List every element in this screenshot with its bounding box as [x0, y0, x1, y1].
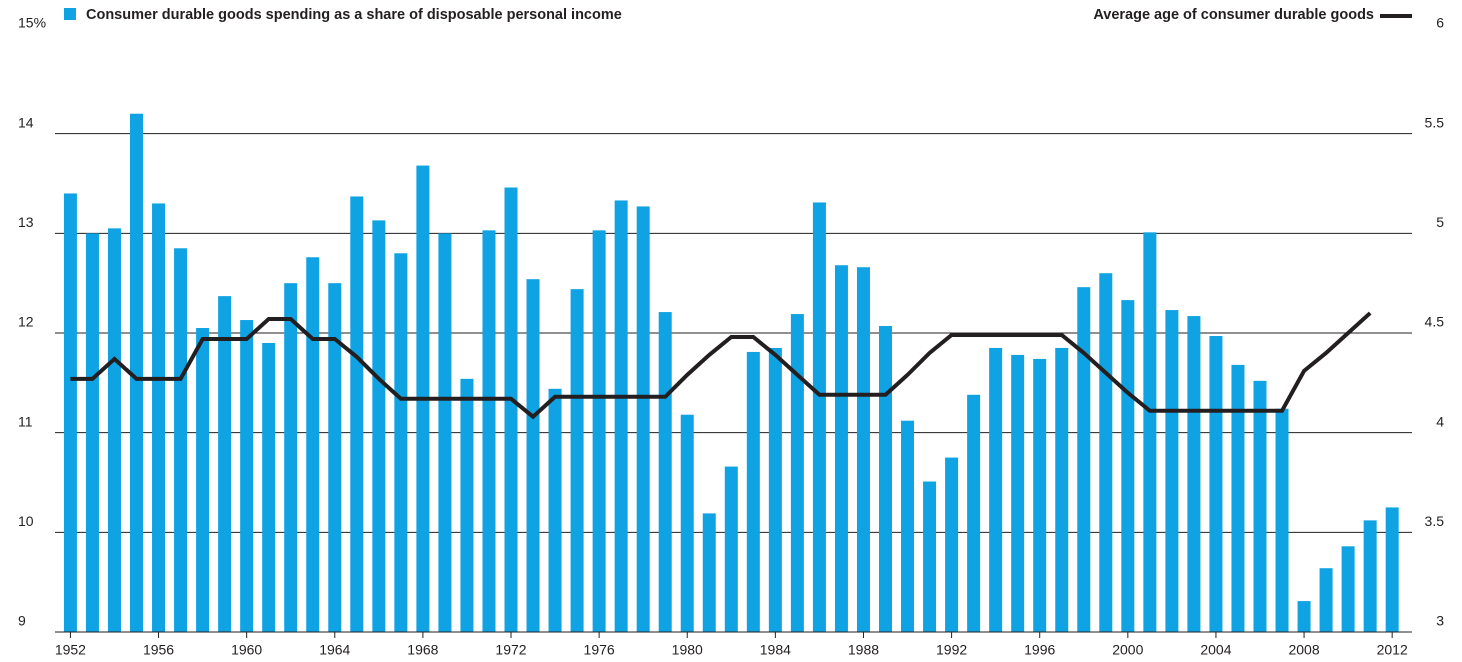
x-tick-label: 1996: [1024, 642, 1055, 658]
bar: [63, 193, 77, 632]
y2-tick-label: 4: [1436, 413, 1444, 429]
legend-swatch-bar: [64, 8, 76, 20]
y-tick-label: 12: [18, 314, 34, 330]
bar: [306, 257, 320, 632]
bar: [989, 347, 1003, 632]
bar: [724, 466, 738, 632]
bar: [262, 342, 276, 632]
bar: [130, 113, 144, 632]
bar: [614, 200, 628, 632]
bar: [1077, 287, 1091, 632]
y-tick-label: 9: [18, 613, 26, 629]
x-tick-label: 2012: [1377, 642, 1408, 658]
y-tick-label: 13: [18, 214, 34, 230]
y-tick-label: 14: [18, 114, 34, 130]
bar: [1033, 358, 1047, 632]
bar: [636, 206, 650, 632]
bar: [394, 253, 408, 632]
bar: [746, 351, 760, 632]
legend-label: Consumer durable goods spending as a sha…: [86, 7, 622, 23]
legend-label: Average age of consumer durable goods: [1093, 7, 1374, 23]
bar: [526, 279, 540, 632]
x-tick-label: 1968: [407, 642, 438, 658]
x-tick-label: 1984: [760, 642, 791, 658]
bar: [1297, 601, 1311, 632]
x-tick-label: 1976: [584, 642, 615, 658]
bar: [152, 203, 166, 632]
bar: [85, 233, 99, 633]
bar: [218, 296, 232, 632]
bar: [107, 228, 121, 632]
bar: [1253, 380, 1267, 632]
y2-tick-label: 3.5: [1425, 513, 1445, 529]
bar: [834, 265, 848, 632]
bar: [548, 388, 562, 632]
bar: [856, 267, 870, 632]
x-tick-label: 1960: [231, 642, 262, 658]
line: [70, 311, 1372, 420]
bar: [901, 420, 915, 632]
bar: [1143, 232, 1157, 632]
bar: [1011, 354, 1025, 632]
bar: [945, 457, 959, 632]
bar: [923, 481, 937, 632]
y2-tick-label: 3: [1436, 613, 1444, 629]
x-tick-label: 1952: [55, 642, 86, 658]
bar: [240, 320, 254, 632]
bar: [1121, 300, 1135, 632]
x-tick-label: 1956: [143, 642, 174, 658]
bar: [328, 283, 342, 632]
bar: [812, 202, 826, 633]
bar: [790, 314, 804, 632]
bar: [1209, 335, 1223, 632]
bar: [174, 248, 188, 633]
x-tick-label: 1964: [319, 642, 350, 658]
bar: [592, 230, 606, 633]
y2-tick-label: 5: [1436, 214, 1444, 230]
bar: [1055, 347, 1069, 632]
bar: [482, 230, 496, 633]
bar: [702, 513, 716, 632]
x-tick-label: 1992: [936, 642, 967, 658]
y2-tick-label: 4.5: [1425, 314, 1445, 330]
bar: [460, 378, 474, 632]
bar: [658, 312, 672, 632]
bar: [284, 283, 298, 632]
bar: [967, 394, 981, 632]
y2-tick-label: 6: [1436, 15, 1444, 31]
bar: [570, 289, 584, 632]
bar: [196, 328, 210, 632]
bar: [879, 326, 893, 632]
bar: [1363, 520, 1377, 632]
bar: [372, 220, 386, 633]
y-tick-label: 15%: [18, 15, 46, 31]
x-tick-label: 2008: [1288, 642, 1319, 658]
bar: [1231, 364, 1245, 632]
bar: [768, 347, 782, 632]
bar: [1275, 408, 1289, 632]
bar: [1165, 310, 1179, 632]
bar: [1187, 316, 1201, 632]
x-tick-label: 1972: [495, 642, 526, 658]
bar: [1341, 546, 1355, 632]
y-tick-label: 11: [18, 413, 33, 429]
x-tick-label: 2000: [1112, 642, 1143, 658]
bar: [350, 196, 364, 632]
x-tick-label: 1980: [672, 642, 703, 658]
bar: [680, 414, 694, 632]
bar: [504, 187, 518, 632]
x-tick-label: 1988: [848, 642, 879, 658]
y2-tick-label: 5.5: [1425, 114, 1445, 130]
bar: [1319, 568, 1333, 632]
bar: [438, 233, 452, 633]
y-tick-label: 10: [18, 513, 34, 529]
bar: [1099, 273, 1113, 632]
x-tick-label: 2004: [1200, 642, 1231, 658]
bar: [1385, 507, 1399, 632]
